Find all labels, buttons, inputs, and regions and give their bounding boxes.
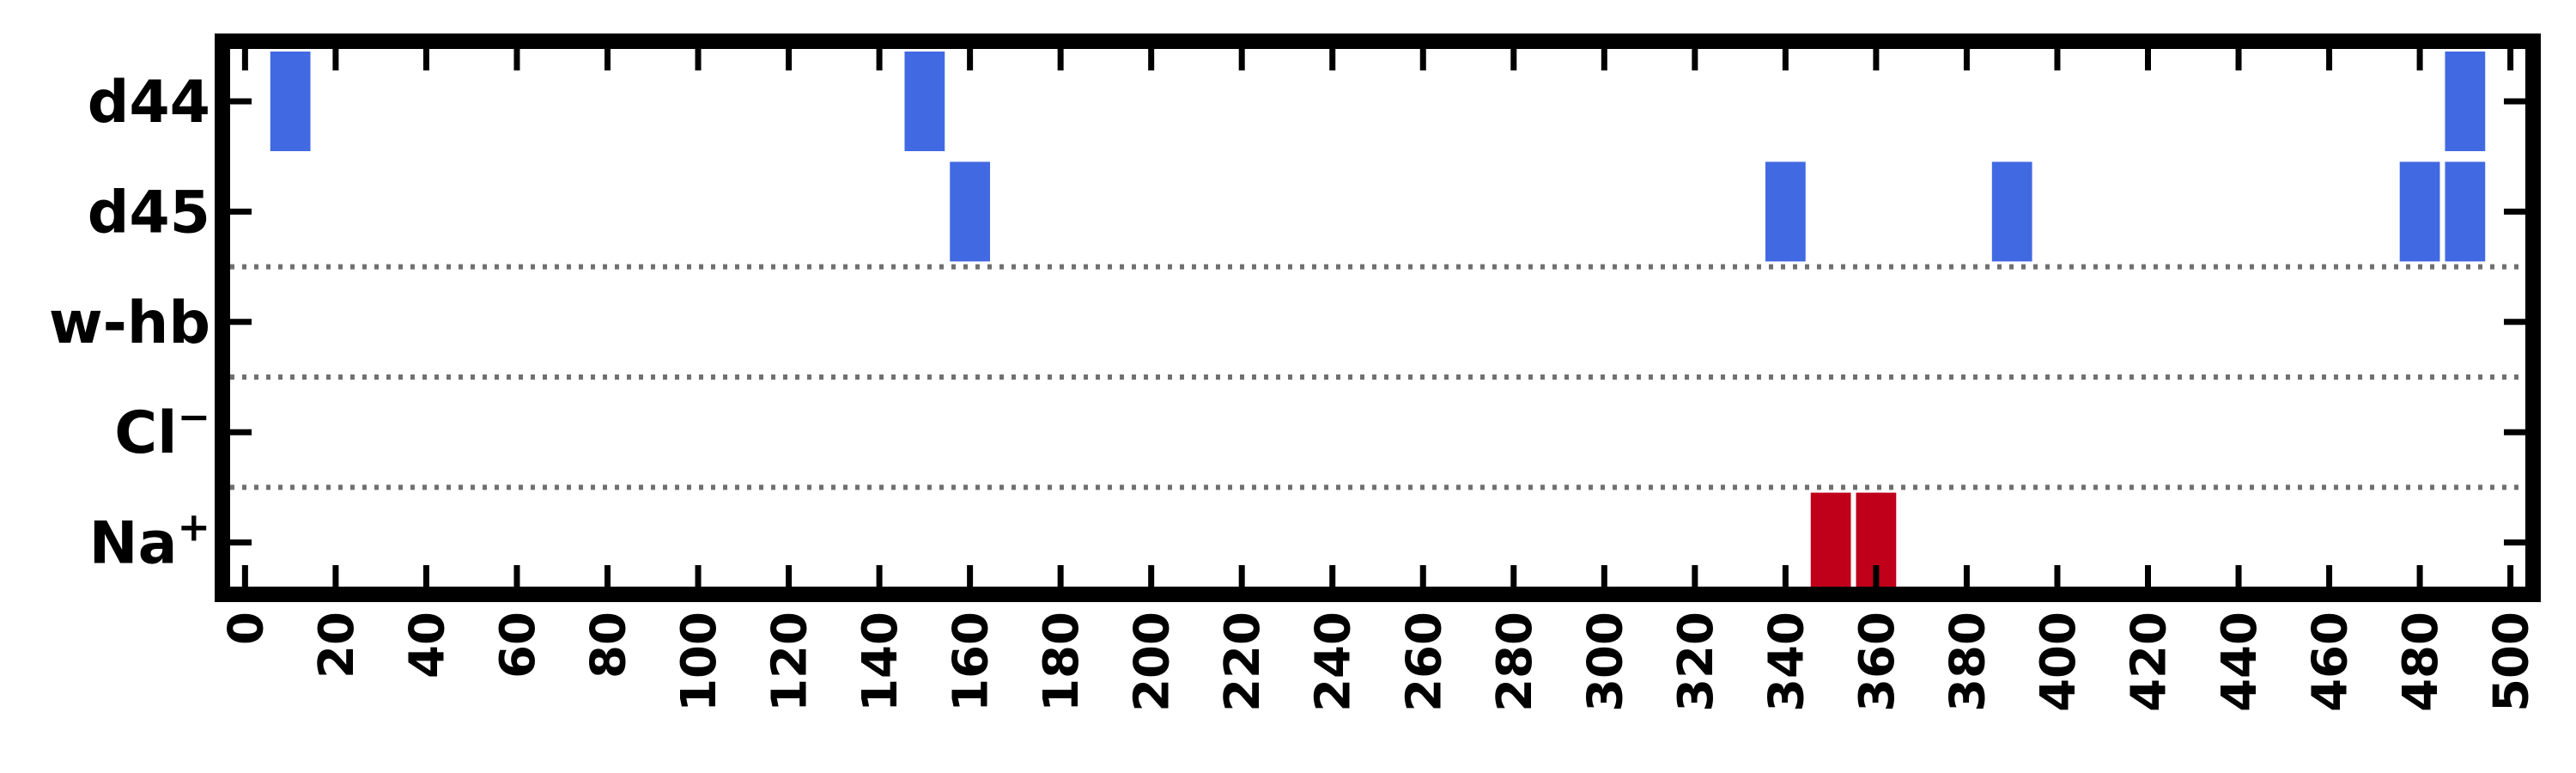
xtick-label-320: 320 bbox=[1668, 612, 1724, 712]
xtick-label-480: 480 bbox=[2393, 612, 2449, 712]
ytick-label-Cl: Cl− bbox=[114, 393, 210, 467]
xtick-label-200: 200 bbox=[1125, 612, 1181, 712]
group-separators bbox=[230, 264, 2525, 490]
xtick-label-400: 400 bbox=[2031, 612, 2087, 712]
y-axis-labels: d44 d45 w-hb Cl− Na+ bbox=[49, 69, 210, 578]
xtick-label-220: 220 bbox=[1215, 612, 1271, 712]
xtick-label-20: 20 bbox=[309, 612, 365, 679]
xtick-label-120: 120 bbox=[762, 612, 818, 712]
xtick-label-80: 80 bbox=[581, 612, 637, 679]
bar-Na-350 bbox=[1810, 492, 1851, 593]
ytick-label-d45: d45 bbox=[88, 179, 210, 247]
xtick-label-140: 140 bbox=[853, 612, 908, 712]
bar-d44-150 bbox=[904, 52, 945, 151]
xtick-label-420: 420 bbox=[2122, 612, 2178, 712]
xtick-label-100: 100 bbox=[671, 612, 727, 712]
xtick-label-60: 60 bbox=[490, 612, 546, 679]
ytick-label-w-hb: w-hb bbox=[49, 289, 210, 357]
xtick-label-300: 300 bbox=[1577, 612, 1633, 712]
xtick-label-380: 380 bbox=[1940, 612, 1996, 712]
bar-d44-10 bbox=[270, 52, 311, 151]
xtick-label-160: 160 bbox=[944, 612, 999, 712]
ytick-label-d44: d44 bbox=[88, 69, 210, 137]
xtick-label-180: 180 bbox=[1034, 612, 1090, 712]
x-axis-labels: 0 20 40 60 80 100 120 140 160 180 200 220 240 260 280 3… bbox=[218, 612, 2539, 712]
xtick-label-440: 440 bbox=[2212, 612, 2268, 712]
xtick-label-0: 0 bbox=[218, 612, 274, 645]
bar-d45-390 bbox=[1991, 161, 2032, 262]
xtick-label-340: 340 bbox=[1759, 612, 1814, 712]
xtick-label-460: 460 bbox=[2303, 612, 2359, 712]
xtick-label-500: 500 bbox=[2484, 612, 2540, 712]
xtick-label-280: 280 bbox=[1487, 612, 1543, 712]
xtick-label-260: 260 bbox=[1396, 612, 1452, 712]
bar-d45-480 bbox=[2399, 161, 2440, 262]
event-bars bbox=[270, 52, 2486, 593]
bar-d44-490 bbox=[2445, 52, 2486, 151]
bar-d45-160 bbox=[950, 161, 990, 262]
bar-d45-490 bbox=[2445, 161, 2486, 262]
xtick-label-40: 40 bbox=[399, 612, 455, 679]
bar-d45-340 bbox=[1765, 161, 1806, 262]
xtick-label-360: 360 bbox=[1850, 612, 1905, 712]
xtick-label-240: 240 bbox=[1306, 612, 1362, 712]
plot-frame bbox=[215, 33, 2541, 602]
ytick-label-Na: Na+ bbox=[89, 504, 210, 578]
